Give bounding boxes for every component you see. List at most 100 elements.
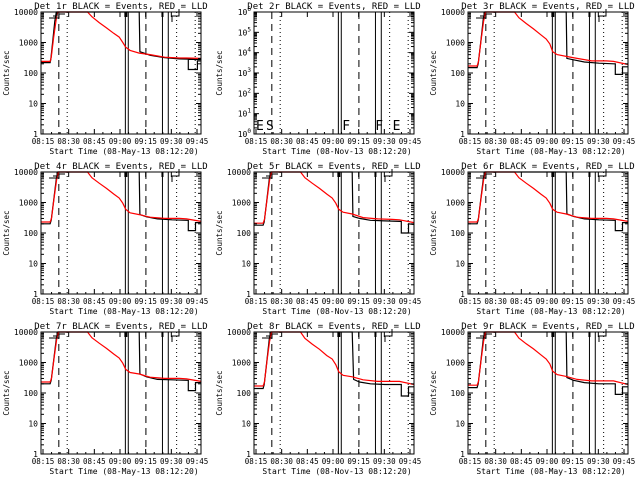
y-tick-label: 1 bbox=[33, 130, 38, 139]
y-axis-title: Counts/sec bbox=[2, 370, 11, 415]
y-tick-label: 10 bbox=[455, 100, 465, 109]
x-tick-label: 09:15 bbox=[134, 137, 157, 146]
y-tick-label: 10 bbox=[28, 260, 38, 269]
y-tick-label: 10000 bbox=[441, 168, 465, 177]
x-tick-label: 08:45 bbox=[83, 297, 106, 306]
solid-marker-cap bbox=[161, 332, 164, 337]
y-tick-label: 100 bbox=[237, 229, 252, 238]
x-tick-label: 09:45 bbox=[186, 297, 209, 306]
x-tick-label: 09:45 bbox=[186, 137, 209, 146]
solid-marker-cap bbox=[588, 12, 591, 17]
y-tick-label: 100 bbox=[238, 128, 252, 139]
y-tick-label: 10 bbox=[455, 260, 465, 269]
lld-series-line bbox=[254, 171, 415, 224]
y-tick-label: 1 bbox=[246, 290, 251, 299]
y-tick-label: 100 bbox=[237, 389, 252, 398]
events-series-line bbox=[468, 331, 628, 396]
events-series-line bbox=[254, 171, 415, 234]
y-tick-label: 10 bbox=[28, 420, 38, 429]
y-tick-label: 103 bbox=[238, 67, 252, 78]
x-tick-label: 09:15 bbox=[561, 457, 584, 466]
top-bracket-marker bbox=[255, 171, 271, 178]
y-tick-label: 10000 bbox=[14, 168, 38, 177]
x-tick-label: 09:30 bbox=[160, 297, 183, 306]
solid-marker-cap bbox=[588, 172, 591, 177]
x-tick-label: 08:15 bbox=[32, 297, 55, 306]
y-tick-label: 100 bbox=[451, 69, 466, 78]
y-tick-label: 10000 bbox=[227, 328, 251, 337]
panel-det-9r: Det 9r BLACK = Events, RED = LLD 1 10 100 10… bbox=[429, 322, 635, 476]
x-tick-label: 09:15 bbox=[561, 297, 584, 306]
event-annotation-letter: S bbox=[266, 119, 274, 134]
y-tick-label: 1000 bbox=[19, 359, 38, 368]
solid-marker-cap bbox=[124, 172, 128, 177]
lld-series-line bbox=[468, 171, 629, 223]
y-tick-label: 100 bbox=[24, 389, 39, 398]
y-tick-label: 10 bbox=[455, 420, 465, 429]
panel-title: Det 6r BLACK = Events, RED = LLD bbox=[461, 162, 634, 172]
y-tick-label: 1000 bbox=[446, 359, 465, 368]
x-tick-label: 09:00 bbox=[536, 457, 559, 466]
x-tick-label: 09:45 bbox=[399, 457, 422, 466]
x-tick-label: 08:15 bbox=[245, 457, 268, 466]
x-tick-label: 09:15 bbox=[347, 137, 370, 146]
solid-marker-cap bbox=[124, 332, 128, 337]
x-tick-label: 09:00 bbox=[109, 457, 132, 466]
x-tick-label: 09:00 bbox=[322, 137, 345, 146]
x-tick-label: 08:30 bbox=[270, 297, 293, 306]
x-tick-label: 08:30 bbox=[57, 137, 80, 146]
solid-marker-cap bbox=[374, 172, 377, 177]
top-bracket-marker bbox=[469, 171, 485, 178]
solid-marker-cap bbox=[161, 12, 164, 17]
y-axis-title: Counts/sec bbox=[429, 210, 438, 255]
x-tick-label: 09:15 bbox=[347, 297, 370, 306]
event-annotation-letter: F bbox=[375, 119, 383, 134]
top-bracket-marker bbox=[49, 173, 65, 179]
x-tick-label: 09:30 bbox=[373, 137, 396, 146]
x-tick-label: 08:15 bbox=[459, 457, 482, 466]
lld-series-line bbox=[468, 331, 629, 386]
y-tick-label: 100 bbox=[24, 69, 39, 78]
x-tick-label: 08:15 bbox=[245, 297, 268, 306]
solid-marker-cap bbox=[161, 172, 164, 177]
x-tick-label: 08:30 bbox=[484, 457, 507, 466]
x-tick-label: 09:30 bbox=[587, 457, 610, 466]
x-tick-label: 09:15 bbox=[347, 457, 370, 466]
solid-marker-cap bbox=[337, 172, 341, 177]
y-tick-label: 104 bbox=[238, 47, 252, 58]
top-bracket-marker bbox=[49, 13, 65, 19]
y-tick-label: 106 bbox=[238, 6, 252, 17]
y-axis-title: Counts/sec bbox=[215, 50, 224, 95]
y-tick-label: 1 bbox=[460, 290, 465, 299]
top-bracket-marker bbox=[49, 333, 65, 339]
x-axis-title: Start Time (08-May-13 08:12:20) bbox=[49, 467, 198, 476]
x-tick-label: 08:45 bbox=[510, 297, 533, 306]
y-tick-label: 1000 bbox=[232, 359, 251, 368]
panel-det-4r: Det 4r BLACK = Events, RED = LLD 1 10 100 10… bbox=[2, 162, 208, 316]
x-tick-label: 08:45 bbox=[510, 137, 533, 146]
y-tick-label: 10000 bbox=[14, 328, 38, 337]
x-tick-label: 09:30 bbox=[160, 137, 183, 146]
y-tick-label: 1000 bbox=[232, 199, 251, 208]
panel-title: Det 3r BLACK = Events, RED = LLD bbox=[461, 2, 634, 12]
y-tick-label: 10000 bbox=[441, 8, 465, 17]
y-tick-label: 105 bbox=[238, 26, 252, 37]
x-tick-label: 08:15 bbox=[32, 457, 55, 466]
panel-det-5r: Det 5r BLACK = Events, RED = LLD 1 10 100 10… bbox=[215, 162, 421, 316]
y-tick-label: 1 bbox=[460, 130, 465, 139]
y-axis-title: Counts/sec bbox=[429, 50, 438, 95]
y-tick-label: 10 bbox=[241, 420, 251, 429]
event-annotation-letter: E bbox=[393, 119, 401, 134]
panel-title: Det 7r BLACK = Events, RED = LLD bbox=[34, 322, 207, 332]
y-tick-label: 1 bbox=[33, 290, 38, 299]
y-tick-label: 100 bbox=[451, 229, 466, 238]
x-tick-label: 08:30 bbox=[57, 297, 80, 306]
lld-series-line bbox=[41, 11, 202, 63]
lld-series-line bbox=[41, 171, 202, 223]
solid-marker-cap bbox=[124, 12, 128, 17]
x-tick-label: 08:15 bbox=[459, 137, 482, 146]
y-tick-label: 100 bbox=[451, 389, 466, 398]
x-tick-label: 08:45 bbox=[83, 137, 106, 146]
